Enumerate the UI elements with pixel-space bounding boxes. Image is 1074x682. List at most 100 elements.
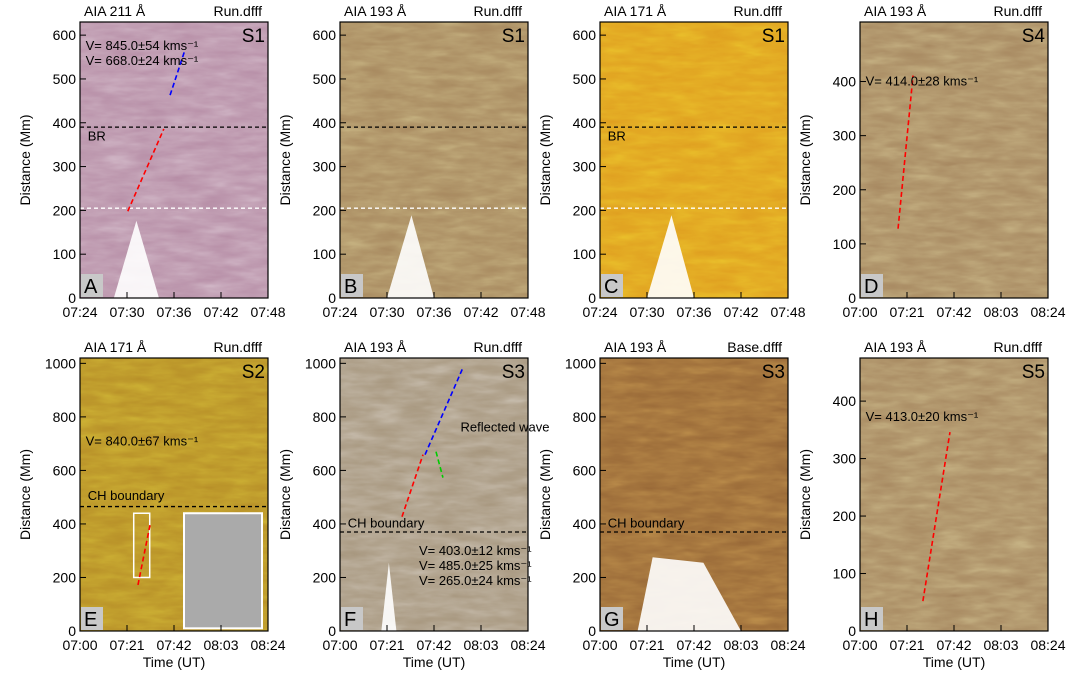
annotation: CH boundary [88,488,165,503]
x-tick-label: 08:03 [463,637,498,653]
x-tick-label: 07:30 [629,304,664,320]
x-tick-label: 07:42 [463,304,498,320]
y-tick-label: 0 [328,290,336,306]
x-axis-label: Time (UT) [143,654,205,670]
panel-title: AIA 193 Å [344,3,407,19]
y-tick-label: 200 [53,569,77,585]
letter-box [81,274,103,297]
x-tick-label: 07:42 [156,637,191,653]
x-tick-label: 08:24 [1030,637,1065,653]
x-tick-label: 07:42 [723,304,758,320]
letter-box [81,607,103,630]
y-tick-label: 500 [53,71,77,87]
panel-title: AIA 193 Å [864,3,927,19]
panel-letter: B [344,276,357,298]
letter-box [861,607,883,630]
x-tick-label: 07:42 [203,304,238,320]
y-tick-label: 400 [53,115,77,131]
x-tick-label: 07:21 [369,637,404,653]
y-tick-label: 800 [313,409,337,425]
annotation: CH boundary [348,515,425,530]
y-tick-label: 600 [53,27,77,43]
panel-title: AIA 171 Å [604,3,667,19]
y-tick-label: 600 [313,462,337,478]
texture [860,22,1048,298]
panel-letter: C [604,276,618,298]
letter-box [861,274,883,297]
x-tick-label: 07:42 [936,304,971,320]
x-tick-label: 07:36 [416,304,451,320]
y-tick-label: 400 [833,393,857,409]
slice-label: S5 [1022,362,1045,383]
panel-subtitle: Run.dfff [733,3,782,19]
y-tick-label: 1000 [305,355,336,371]
x-tick-label: 07:21 [889,637,924,653]
x-tick-label: 07:48 [510,304,545,320]
x-tick-label: 07:00 [842,304,877,320]
x-tick-label: 08:03 [723,637,758,653]
bright-region [113,220,159,298]
x-tick-label: 08:24 [510,637,545,653]
x-tick-label: 07:42 [416,637,451,653]
x-tick-label: 07:21 [629,637,664,653]
y-tick-label: 0 [588,290,596,306]
velocity-label: V= 403.0±12 kms⁻¹ [419,543,532,558]
y-tick-label: 600 [573,462,597,478]
velocity-label: V= 414.0±28 kms⁻¹ [866,74,979,89]
fit-line [435,451,444,478]
x-tick-label: 08:03 [983,637,1018,653]
y-axis-label: Distance (Mm) [17,114,33,205]
y-tick-label: 300 [833,451,857,467]
panel-letter: D [864,276,878,298]
panel-letter: E [84,609,97,631]
fit-line [401,454,424,517]
y-axis-label: Distance (Mm) [17,449,33,540]
panel [600,22,788,298]
texture [600,22,788,298]
y-tick-label: 300 [573,159,597,175]
annotation: Reflected wave [461,420,550,435]
y-tick-label: 400 [53,516,77,532]
fit-line [137,524,151,586]
x-tick-label: 07:48 [250,304,285,320]
y-axis-label: Distance (Mm) [277,449,293,540]
y-tick-label: 0 [328,623,336,639]
y-tick-label: 100 [833,566,857,582]
x-axis-label: Time (UT) [923,654,985,670]
fit-line [922,432,951,602]
x-tick-label: 07:36 [676,304,711,320]
y-tick-label: 400 [313,115,337,131]
x-tick-label: 08:03 [983,304,1018,320]
y-tick-label: 200 [313,202,337,218]
slice-label: S3 [502,362,525,383]
x-tick-label: 07:21 [109,637,144,653]
texture [340,358,528,631]
y-tick-label: 500 [573,71,597,87]
x-tick-label: 08:03 [203,637,238,653]
y-tick-label: 200 [573,569,597,585]
panel [80,358,268,631]
velocity-label: V= 265.0±24 kms⁻¹ [419,573,532,588]
letter-box [601,274,623,297]
x-tick-label: 07:00 [582,637,617,653]
slice-label: S1 [762,26,785,47]
velocity-label: V= 413.0±20 kms⁻¹ [866,409,979,424]
x-tick-label: 07:00 [62,637,97,653]
slice-label: S4 [1022,26,1046,47]
fit-line [897,75,914,229]
annotation: BR [608,129,626,144]
panel [340,358,528,631]
slice-label: S3 [762,362,785,383]
bright-region [637,557,741,631]
y-tick-label: 300 [833,128,857,144]
y-tick-label: 300 [53,159,77,175]
y-tick-label: 200 [53,202,77,218]
fit-line [127,128,165,212]
y-axis-label: Distance (Mm) [537,114,553,205]
x-tick-label: 07:30 [369,304,404,320]
y-tick-label: 0 [588,623,596,639]
x-axis-label: Time (UT) [403,654,465,670]
y-tick-label: 200 [833,508,857,524]
slice-label: S1 [242,26,265,47]
velocity-label: V= 668.0±24 kms⁻¹ [86,53,199,68]
